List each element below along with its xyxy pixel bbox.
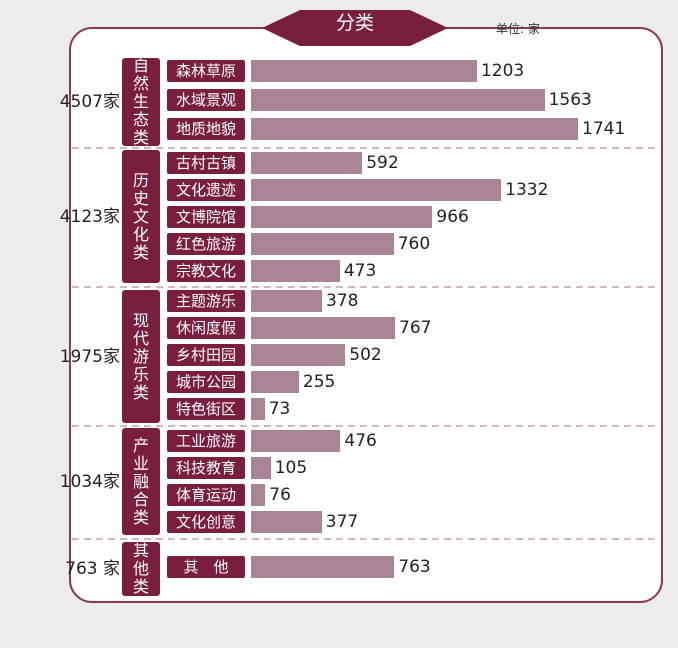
- bar: [251, 317, 396, 339]
- group-label-char: 自: [132, 56, 149, 75]
- category-label: 水域景观: [167, 89, 245, 111]
- category-label: 文化创意: [167, 511, 245, 533]
- bar-value-label: 760: [397, 234, 431, 254]
- bar-value-label: 502: [349, 345, 382, 365]
- bar: [251, 233, 394, 255]
- bar: [251, 89, 545, 111]
- category-label: 特色街区: [167, 398, 245, 420]
- bar-value-label: 76: [269, 485, 291, 505]
- bar-value-label: 377: [325, 512, 359, 532]
- group-label-char: 合: [132, 489, 149, 509]
- bar-value-label: 592: [366, 153, 399, 173]
- group-label-char: 然: [132, 74, 149, 93]
- bar-value-label: 1203: [480, 61, 525, 81]
- bar-value-label: 255: [302, 372, 336, 392]
- bar-value-label: 1332: [505, 180, 549, 200]
- bar-value-label: 763: [398, 557, 431, 577]
- group-label-char: 化: [132, 224, 149, 244]
- group-label-char: 类: [132, 128, 149, 147]
- category-label: 乡村田园: [167, 344, 245, 366]
- group-label-char: 代: [132, 328, 149, 348]
- group-label-char: 历: [132, 170, 149, 190]
- group-label-char: 史: [132, 188, 149, 208]
- group-label-char: 生: [132, 92, 149, 111]
- bar-value-label: 476: [344, 431, 377, 451]
- category-label: 森林草原: [167, 60, 245, 82]
- group-label-char: 融: [132, 471, 149, 491]
- bar: [251, 484, 266, 506]
- unit-label: 单位: 家: [496, 22, 540, 36]
- group-label-char: 类: [132, 382, 149, 402]
- bar: [251, 371, 299, 393]
- bar: [251, 290, 322, 312]
- bar: [251, 556, 395, 578]
- bar: [251, 430, 341, 452]
- group-label-4: 产业融合类: [122, 428, 160, 535]
- bar: [251, 179, 502, 201]
- group-total-1: 4507家: [59, 92, 120, 112]
- bar: [251, 344, 346, 366]
- group-label-char: 乐: [132, 364, 149, 384]
- group-label-1: 自然生态类: [122, 56, 160, 147]
- bar: [251, 206, 433, 228]
- bar-value-label: 767: [399, 318, 432, 338]
- group-label-char: 他: [132, 559, 149, 578]
- category-label: 古村古镇: [167, 152, 245, 174]
- group-dividers: [72, 147, 660, 540]
- category-label: 宗教文化: [167, 260, 245, 282]
- bar: [251, 60, 477, 82]
- bar-value-label: 473: [343, 261, 377, 281]
- bar: [251, 118, 578, 140]
- group-label-char: 类: [132, 577, 149, 596]
- bar-value-label: 73: [268, 399, 291, 419]
- category-label: 工业旅游: [167, 430, 245, 452]
- category-label: 红色旅游: [167, 233, 245, 255]
- bar: [251, 398, 265, 420]
- category-label: 文化遗迹: [167, 179, 245, 201]
- bar-value-label: 1563: [548, 90, 592, 110]
- group-label-char: 游: [132, 346, 149, 366]
- bar-value-label: 966: [436, 207, 469, 227]
- group-total-2: 4123家: [59, 206, 120, 227]
- group-label-char: 现: [132, 310, 149, 330]
- group-label-char: 类: [132, 507, 149, 527]
- category-label: 休闲度假: [167, 317, 245, 339]
- group-label-char: 业: [132, 453, 149, 473]
- bar: [251, 457, 271, 479]
- header-tab-shape: [262, 10, 448, 46]
- group-label-5: 其他类: [122, 542, 160, 596]
- group-label-2: 历史文化类: [122, 150, 160, 283]
- category-label: 科技教育: [167, 457, 245, 479]
- header-tab-title: 分类: [335, 12, 374, 34]
- group-label-char: 其: [132, 541, 149, 560]
- bar-value-label: 378: [325, 291, 359, 311]
- group-label-char: 态: [132, 110, 149, 129]
- group-label-char: 类: [132, 242, 149, 262]
- group-label-3: 现代游乐类: [122, 290, 160, 423]
- category-label: 其 他: [167, 556, 245, 578]
- category-label: 主题游乐: [167, 290, 245, 312]
- group-total-3: 1975家: [59, 346, 120, 367]
- category-label: 城市公园: [167, 371, 245, 393]
- bar: [251, 511, 322, 533]
- group-label-char: 文: [132, 206, 149, 226]
- category-label: 地质地貌: [167, 118, 245, 140]
- bar-value-label: 105: [274, 458, 308, 478]
- group-total-4: 1034家: [59, 471, 120, 492]
- group-total-5: 763 家: [65, 559, 120, 579]
- bar-value-label: 1741: [582, 119, 626, 139]
- bar: [251, 152, 363, 174]
- bar: [251, 260, 340, 282]
- category-label: 体育运动: [167, 484, 245, 506]
- group-label-char: 产: [132, 435, 149, 455]
- category-label: 文博院馆: [167, 206, 245, 228]
